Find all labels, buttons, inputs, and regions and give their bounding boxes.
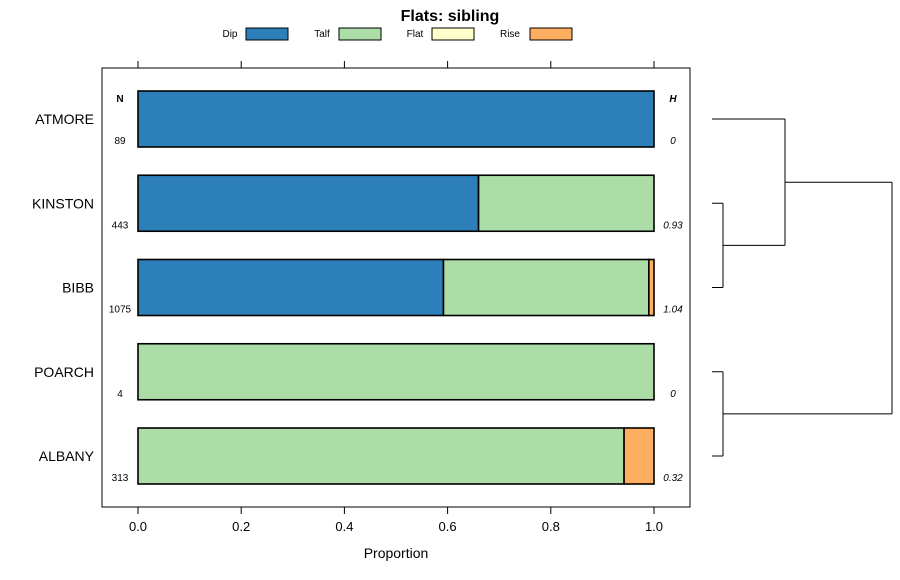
x-tick-label-4: 0.8 <box>542 519 560 534</box>
bar-kinston-talf <box>477 174 655 233</box>
bar-albany-rise <box>623 427 655 485</box>
x-axis: 0.0 0.2 0.4 0.6 0.8 1.0 <box>129 507 663 534</box>
row-poarch: POARCH 4 0 <box>34 342 676 401</box>
n-label-bibb: 1075 <box>109 305 132 316</box>
x-tick-label-3: 0.6 <box>439 519 457 534</box>
x-axis-title: Proportion <box>364 545 429 561</box>
bar-bibb-dip <box>137 258 445 317</box>
legend-swatch-rise <box>529 27 573 41</box>
legend-label-talf: Talf <box>314 29 330 40</box>
row-albany: ALBANY 313 0.32 <box>39 427 683 485</box>
bar-bibb-rise <box>648 258 655 317</box>
top-axis-ticks <box>137 61 655 68</box>
plot-frame <box>101 67 691 508</box>
h-label-poarch: 0 <box>670 389 676 400</box>
bar-rows: ATMORE 89 0 KINSTON 443 0.93 BIBB 1075 1.04 POARC… <box>32 90 683 485</box>
h-label-albany: 0.32 <box>663 473 683 484</box>
h-label-kinston: 0.93 <box>663 220 683 231</box>
bar-kinston-dip <box>137 174 480 233</box>
legend-label-flat: Flat <box>407 29 424 40</box>
n-label-poarch: 4 <box>117 389 123 400</box>
x-tick-label-5: 1.0 <box>645 519 663 534</box>
h-column-header: H <box>669 94 677 105</box>
legend: Dip Talf Flat Rise <box>222 27 573 41</box>
h-label-bibb: 1.04 <box>663 305 683 316</box>
category-label-kinston: KINSTON <box>32 195 94 211</box>
n-label-kinston: 443 <box>112 220 129 231</box>
category-label-bibb: BIBB <box>62 280 94 296</box>
x-tick-label-0: 0.0 <box>129 519 147 534</box>
row-bibb: BIBB 1075 1.04 <box>62 258 683 317</box>
legend-label-dip: Dip <box>222 29 237 40</box>
n-label-atmore: 89 <box>114 136 126 147</box>
h-label-atmore: 0 <box>670 136 676 147</box>
legend-swatch-dip <box>245 27 289 41</box>
legend-swatch-flat <box>431 27 475 41</box>
bar-albany-talf <box>137 427 625 485</box>
n-column-header: N <box>116 94 123 105</box>
row-kinston: KINSTON 443 0.93 <box>32 174 683 233</box>
category-label-atmore: ATMORE <box>35 111 94 127</box>
dendrogram <box>712 118 893 457</box>
legend-swatch-talf <box>338 27 382 41</box>
category-label-albany: ALBANY <box>39 448 95 464</box>
x-tick-label-2: 0.4 <box>335 519 353 534</box>
category-label-poarch: POARCH <box>34 364 94 380</box>
chart-title: Flats: sibling <box>401 8 500 25</box>
bar-atmore-dip <box>137 90 655 148</box>
legend-label-rise: Rise <box>500 29 520 40</box>
x-tick-label-1: 0.2 <box>232 519 250 534</box>
bar-poarch-talf <box>137 342 655 401</box>
row-atmore: ATMORE 89 0 <box>35 90 676 148</box>
n-label-albany: 313 <box>112 473 129 484</box>
bar-bibb-talf <box>442 258 650 317</box>
